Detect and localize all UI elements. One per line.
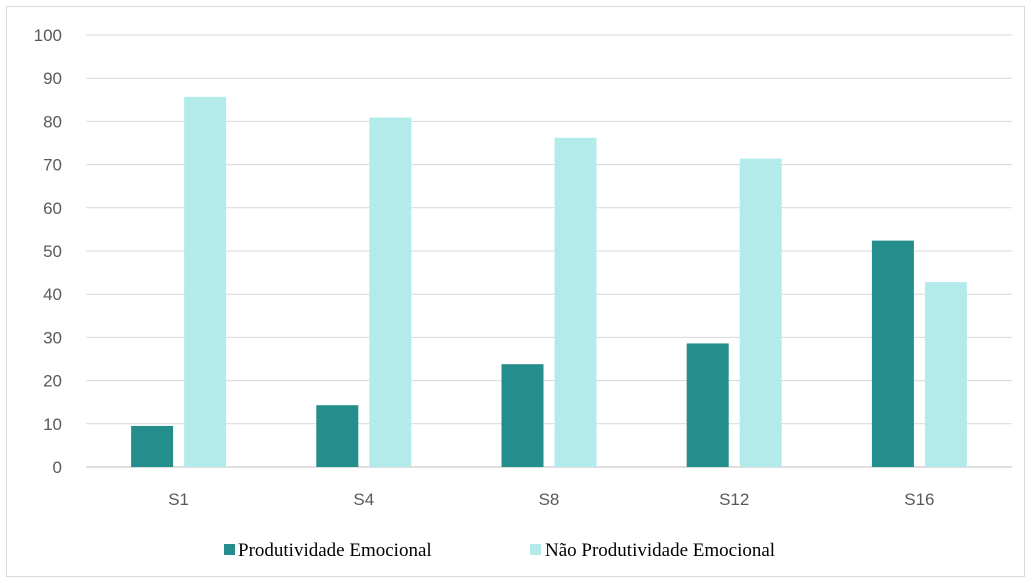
bar-nao-produtividade-s16 <box>924 282 967 467</box>
bar-nao-produtividade-s8 <box>554 137 597 468</box>
legend-label-nao-produtividade: Não Produtividade Emocional <box>545 540 775 561</box>
x-tick-label: S1 <box>168 490 189 509</box>
y-tick-label: 10 <box>43 415 62 434</box>
x-tick-label: S12 <box>719 490 749 509</box>
bar-nao-produtividade-s12 <box>739 158 782 467</box>
y-tick-label: 90 <box>43 69 62 88</box>
legend-swatch-produtividade <box>224 544 235 555</box>
x-tick-label: S4 <box>353 490 374 509</box>
x-axis: S1 S4 S8 S12 S16 <box>168 490 934 509</box>
bar-nao-produtividade-s4 <box>369 117 412 468</box>
legend-swatch-nao-produtividade <box>530 544 541 555</box>
bar-produtividade-s1 <box>131 425 174 467</box>
y-tick-label: 100 <box>34 26 62 45</box>
bar-produtividade-s16 <box>871 240 914 467</box>
x-tick-label: S16 <box>904 490 934 509</box>
bar-produtividade-s4 <box>316 405 359 467</box>
chart-frame <box>6 6 1025 577</box>
y-tick-label: 80 <box>43 112 62 131</box>
y-tick-label: 40 <box>43 285 62 304</box>
y-tick-label: 60 <box>43 199 62 218</box>
y-tick-label: 30 <box>43 328 62 347</box>
bars <box>131 96 967 468</box>
gridlines <box>86 34 1012 468</box>
y-axis: 0 10 20 30 40 50 60 70 80 90 100 <box>34 26 62 477</box>
bar-produtividade-s12 <box>686 343 729 467</box>
y-tick-label: 70 <box>43 156 62 175</box>
y-tick-label: 0 <box>53 458 62 477</box>
y-tick-label: 20 <box>43 372 62 391</box>
bar-produtividade-s8 <box>501 364 544 467</box>
bar-nao-produtividade-s1 <box>184 96 227 467</box>
legend: Produtividade Emocional Não Produtividade… <box>224 540 775 561</box>
y-tick-label: 50 <box>43 242 62 261</box>
x-tick-label: S8 <box>539 490 560 509</box>
legend-label-produtividade: Produtividade Emocional <box>238 540 432 561</box>
